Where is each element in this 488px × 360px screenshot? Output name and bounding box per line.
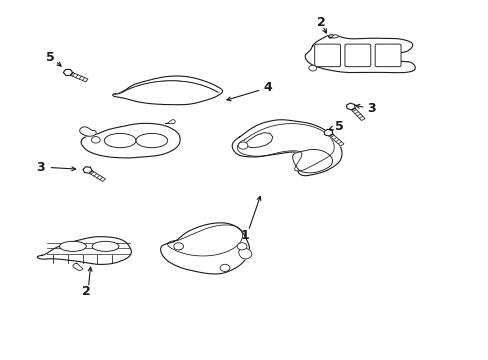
FancyBboxPatch shape xyxy=(344,44,370,67)
Circle shape xyxy=(238,142,247,149)
Polygon shape xyxy=(232,120,341,176)
Circle shape xyxy=(308,65,316,71)
Polygon shape xyxy=(305,35,414,73)
Polygon shape xyxy=(83,167,92,173)
Polygon shape xyxy=(292,149,332,173)
Text: 2: 2 xyxy=(81,285,90,298)
Circle shape xyxy=(237,243,246,250)
FancyBboxPatch shape xyxy=(374,44,400,67)
Ellipse shape xyxy=(136,134,167,148)
Polygon shape xyxy=(329,134,343,146)
FancyBboxPatch shape xyxy=(314,44,340,67)
Ellipse shape xyxy=(104,134,136,148)
Text: 4: 4 xyxy=(263,81,272,94)
Polygon shape xyxy=(165,120,175,123)
Polygon shape xyxy=(73,263,82,270)
Text: 3: 3 xyxy=(36,161,45,174)
Polygon shape xyxy=(351,108,365,121)
Polygon shape xyxy=(37,237,131,264)
Circle shape xyxy=(173,243,183,250)
Text: 2: 2 xyxy=(317,16,325,29)
Polygon shape xyxy=(346,103,354,110)
Text: 5: 5 xyxy=(46,51,55,64)
Ellipse shape xyxy=(92,241,119,251)
Text: 1: 1 xyxy=(240,229,248,242)
Polygon shape xyxy=(324,129,332,136)
Polygon shape xyxy=(238,248,251,259)
Circle shape xyxy=(220,264,229,271)
Polygon shape xyxy=(80,127,96,136)
Polygon shape xyxy=(328,35,338,38)
Text: 5: 5 xyxy=(334,121,343,134)
Polygon shape xyxy=(63,69,73,75)
Polygon shape xyxy=(71,73,88,82)
Ellipse shape xyxy=(60,241,86,251)
Polygon shape xyxy=(160,223,249,274)
Text: 3: 3 xyxy=(366,102,375,115)
Polygon shape xyxy=(89,171,105,181)
Polygon shape xyxy=(81,123,180,158)
Polygon shape xyxy=(112,76,222,105)
Circle shape xyxy=(91,136,100,143)
Polygon shape xyxy=(243,133,272,148)
